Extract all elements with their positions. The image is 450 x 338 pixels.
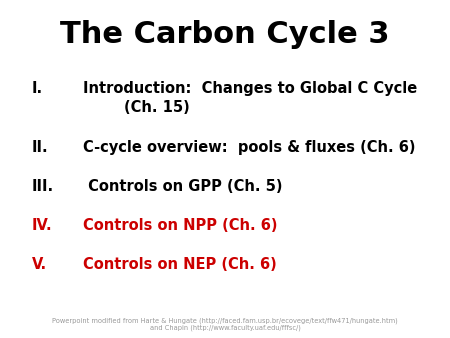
Text: IV.: IV. bbox=[32, 218, 52, 233]
Text: Controls on NEP (Ch. 6): Controls on NEP (Ch. 6) bbox=[83, 257, 277, 272]
Text: Controls on NPP (Ch. 6): Controls on NPP (Ch. 6) bbox=[83, 218, 278, 233]
Text: The Carbon Cycle 3: The Carbon Cycle 3 bbox=[60, 20, 390, 49]
Text: III.: III. bbox=[32, 179, 54, 194]
Text: Controls on GPP (Ch. 5): Controls on GPP (Ch. 5) bbox=[83, 179, 283, 194]
Text: C-cycle overview:  pools & fluxes (Ch. 6): C-cycle overview: pools & fluxes (Ch. 6) bbox=[83, 140, 416, 155]
Text: Introduction:  Changes to Global C Cycle
        (Ch. 15): Introduction: Changes to Global C Cycle … bbox=[83, 81, 418, 115]
Text: II.: II. bbox=[32, 140, 48, 155]
Text: Powerpoint modified from Harte & Hungate (http://faced.fam.usp.br/ecovege/text/f: Powerpoint modified from Harte & Hungate… bbox=[52, 317, 398, 331]
Text: I.: I. bbox=[32, 81, 43, 96]
Text: V.: V. bbox=[32, 257, 47, 272]
